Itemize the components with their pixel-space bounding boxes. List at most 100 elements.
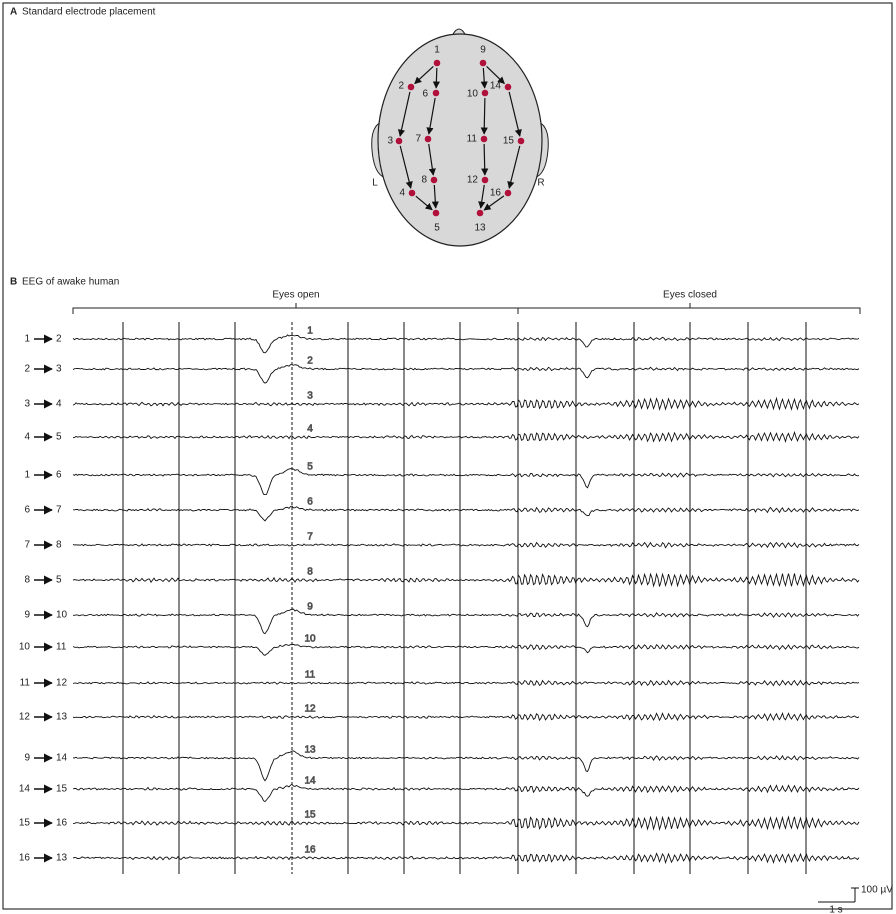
trace-number: 5: [307, 462, 313, 473]
electrode: [505, 190, 512, 197]
electrode-label: 7: [415, 134, 421, 145]
electrode: [431, 177, 438, 184]
eeg-trace: [73, 751, 859, 781]
electrode-label: 2: [398, 81, 404, 92]
side-label: R: [537, 178, 544, 189]
trace-number: 10: [304, 634, 316, 645]
electrode-label: 12: [467, 175, 479, 186]
electrode-label: 14: [490, 81, 502, 92]
electrode-label: 13: [474, 223, 486, 234]
channel-to: 16: [56, 818, 68, 829]
trace-number: 7: [307, 532, 313, 543]
channel-from: 12: [19, 712, 31, 723]
panel-title: Standard electrode placement: [22, 7, 156, 18]
electrode: [482, 177, 489, 184]
arrow: [484, 98, 485, 134]
channel-to: 6: [56, 470, 62, 481]
trace-number: 8: [307, 567, 313, 578]
channel-from: 6: [24, 505, 30, 516]
channel-to: 8: [56, 540, 62, 551]
channel-to: 2: [56, 334, 62, 345]
eeg-trace: [73, 543, 859, 548]
channel-from: 16: [19, 853, 31, 864]
trace-number: 4: [307, 424, 313, 435]
channel-to: 13: [56, 853, 68, 864]
electrode-label: 1: [434, 45, 440, 56]
channel-to: 11: [56, 642, 67, 653]
panel-title: EEG of awake human: [22, 277, 119, 288]
electrode: [482, 90, 489, 97]
electrode: [434, 60, 441, 67]
channel-to: 5: [56, 432, 62, 443]
channel-to: 13: [56, 712, 68, 723]
condition-label: Eyes closed: [663, 290, 717, 301]
channel-from: 2: [24, 364, 30, 375]
electrode-label: 3: [387, 136, 393, 147]
eeg-trace: [73, 854, 859, 863]
trace-number: 11: [305, 670, 316, 681]
channel-to: 5: [56, 575, 62, 586]
channel-from: 4: [24, 432, 30, 443]
channel-from: 10: [19, 642, 31, 653]
eeg-trace: [73, 817, 859, 830]
channel-to: 14: [56, 753, 68, 764]
scale-amplitude: 100 µV: [861, 885, 893, 896]
eeg-trace: [73, 365, 859, 383]
channel-to: 4: [56, 399, 62, 410]
electrode: [409, 190, 416, 197]
eeg-trace: [73, 469, 859, 495]
eeg-trace: [73, 432, 859, 441]
electrode-label: 9: [480, 45, 486, 56]
eeg-trace: [73, 713, 859, 720]
trace-number: 16: [304, 845, 316, 856]
panel-label: A: [10, 7, 17, 18]
electrode-label: 15: [503, 136, 515, 147]
electrode: [408, 84, 415, 91]
figure: A Standard electrode placement 123456789…: [0, 0, 896, 914]
eeg-trace: [73, 335, 859, 353]
page: A Standard electrode placement 123456789…: [0, 0, 896, 914]
channel-from: 9: [24, 753, 30, 764]
electrode: [518, 138, 525, 145]
electrode-label: 8: [421, 175, 427, 186]
electrode: [425, 136, 432, 143]
electrode: [505, 84, 512, 91]
channel-from: 1: [24, 334, 30, 345]
electrode-label: 5: [434, 223, 440, 234]
channel-to: 12: [56, 678, 68, 689]
trace-number: 9: [307, 602, 313, 613]
condition-label: Eyes open: [272, 290, 319, 301]
electrode-label: 10: [467, 89, 479, 100]
eeg-trace: [73, 609, 859, 634]
electrode-label: 11: [467, 134, 478, 145]
channel-to: 3: [56, 364, 62, 375]
head: [372, 29, 549, 246]
trace-number: 2: [307, 356, 313, 367]
electrode: [433, 90, 440, 97]
trace-number: 14: [304, 776, 316, 787]
channel-to: 15: [56, 784, 68, 795]
channel-from: 8: [24, 575, 30, 586]
channel-from: 15: [19, 818, 31, 829]
trace-number: 13: [304, 745, 316, 756]
arrow: [484, 144, 485, 175]
electrode: [396, 138, 403, 145]
electrode: [433, 210, 440, 217]
trace-number: 3: [307, 391, 313, 402]
channel-to: 10: [56, 610, 68, 621]
side-label: L: [372, 178, 378, 189]
channels: 1212323434541656767878589109101110111211…: [19, 326, 859, 864]
trace-number: 15: [304, 810, 316, 821]
electrode: [480, 60, 487, 67]
panel-label: B: [10, 277, 17, 288]
trace-number: 12: [304, 704, 316, 715]
channel-from: 9: [24, 610, 30, 621]
electrode-label: 16: [490, 188, 502, 199]
channel-from: 1: [24, 470, 30, 481]
eeg-trace: [73, 574, 859, 587]
arrow: [436, 68, 437, 88]
eeg-trace: [73, 681, 859, 686]
eeg-trace: [73, 784, 859, 801]
channel-to: 7: [56, 505, 62, 516]
eeg-trace: [73, 398, 859, 409]
